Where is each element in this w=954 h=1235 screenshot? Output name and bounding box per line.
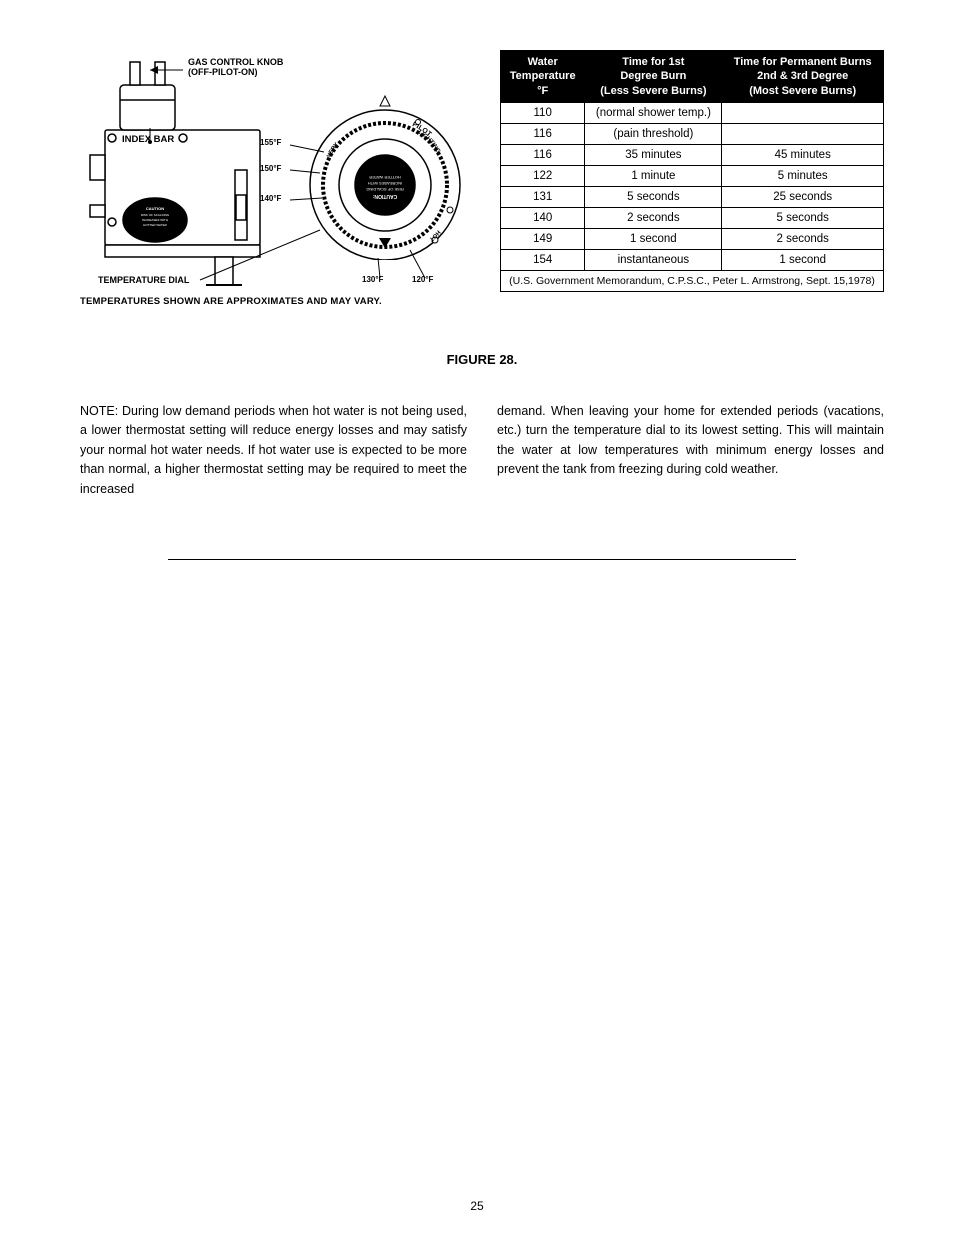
table-body: 110(normal shower temp.) 116(pain thresh…: [501, 102, 884, 291]
top-row: CAUTION RISK OF SCALDING INCREASES WITH …: [80, 50, 884, 307]
svg-text:INCREASES WITH: INCREASES WITH: [142, 218, 168, 222]
label-index-bar: INDEX BAR: [122, 134, 174, 145]
gas-control-diagram: CAUTION RISK OF SCALDING INCREASES WITH …: [80, 50, 470, 290]
figure-caption: FIGURE 28.: [80, 352, 884, 367]
table-row: 11635 minutes45 minutes: [501, 144, 884, 165]
svg-text:HOTTER WATER: HOTTER WATER: [369, 175, 401, 180]
table-row: 1491 second2 seconds: [501, 228, 884, 249]
table-source-row: (U.S. Government Memorandum, C.P.S.C., P…: [501, 270, 884, 291]
table-row: 154instantaneous1 second: [501, 249, 884, 270]
svg-text:HOTTER WATER: HOTTER WATER: [143, 223, 167, 227]
diagram-column: CAUTION RISK OF SCALDING INCREASES WITH …: [80, 50, 470, 307]
table-row: 116(pain threshold): [501, 123, 884, 144]
table-row: 1402 seconds5 seconds: [501, 207, 884, 228]
th-first-degree: Time for 1st Degree Burn (Less Severe Bu…: [585, 51, 722, 103]
burn-table-column: Water Temperature °F Time for 1st Degree…: [500, 50, 884, 292]
temperature-dial-svg: CAUTION: RISK OF SCALDING INCREASES WITH…: [300, 90, 470, 260]
page-number: 25: [0, 1199, 954, 1213]
svg-text:CAUTION: CAUTION: [146, 206, 164, 211]
label-temperature-dial: TEMPERATURE DIAL: [98, 275, 189, 285]
label-gas-control-knob: GAS CONTROL KNOB (OFF-PILOT-ON): [188, 57, 283, 77]
table-row: 110(normal shower temp.): [501, 102, 884, 123]
svg-text:RISK OF SCALDING: RISK OF SCALDING: [141, 213, 170, 217]
svg-text:RISK OF SCALDING: RISK OF SCALDING: [366, 187, 404, 192]
th-water-temp: Water Temperature °F: [501, 51, 585, 103]
body-col-left: NOTE: During low demand periods when hot…: [80, 402, 467, 499]
label-140f: 140°F: [260, 194, 281, 203]
label-120f: 120°F: [412, 275, 433, 284]
label-150f: 150°F: [260, 164, 281, 173]
diagram-approx-note: TEMPERATURES SHOWN ARE APPROXIMATES AND …: [80, 296, 470, 307]
label-130f: 130°F: [362, 275, 383, 284]
svg-text:CAUTION:: CAUTION:: [372, 193, 397, 199]
label-155f: 155°F: [260, 138, 281, 147]
svg-text:INCREASES WITH: INCREASES WITH: [368, 181, 403, 186]
table-row: 1315 seconds25 seconds: [501, 186, 884, 207]
body-col-right: demand. When leaving your home for exten…: [497, 402, 884, 499]
section-rule: [168, 559, 795, 560]
body-text: NOTE: During low demand periods when hot…: [80, 402, 884, 499]
table-header-row: Water Temperature °F Time for 1st Degree…: [501, 51, 884, 103]
burn-time-table: Water Temperature °F Time for 1st Degree…: [500, 50, 884, 292]
page: CAUTION RISK OF SCALDING INCREASES WITH …: [0, 0, 954, 1235]
table-row: 1221 minute5 minutes: [501, 165, 884, 186]
th-permanent-burns: Time for Permanent Burns 2nd & 3rd Degre…: [722, 51, 884, 103]
